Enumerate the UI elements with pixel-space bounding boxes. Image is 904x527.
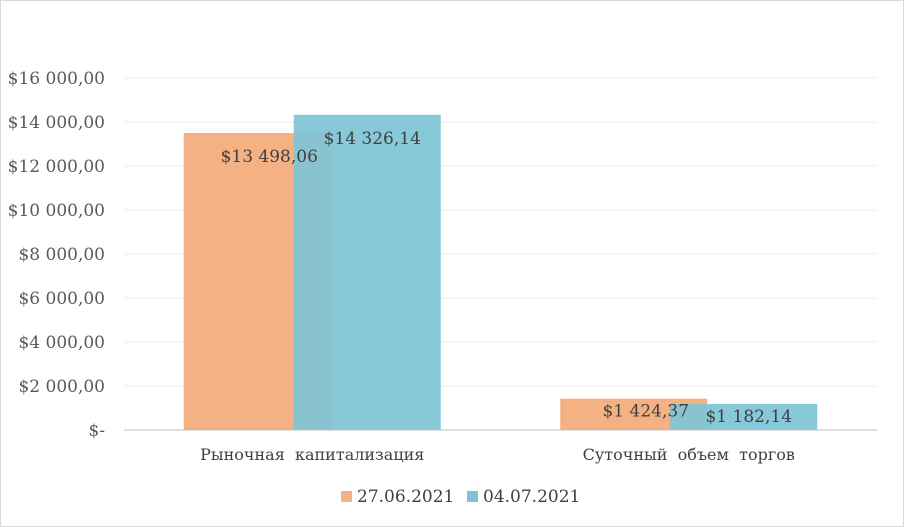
y-tick-label: $6 000,00	[18, 289, 105, 309]
x-category-label: Рыночная капитализация	[200, 445, 424, 464]
y-tick-label: $2 000,00	[18, 377, 105, 397]
y-tick-label: $16 000,00	[8, 69, 105, 89]
legend-swatch	[467, 491, 478, 502]
data-label: $1 424,37	[602, 402, 689, 422]
bar-series-2	[670, 403, 818, 430]
y-tick-label: $14 000,00	[8, 113, 105, 133]
y-tick-label: $-	[88, 421, 105, 441]
legend-label: 04.07.2021	[483, 487, 580, 507]
x-category-label: Суточный объем торгов	[583, 445, 795, 464]
data-label: $13 498,06	[221, 147, 318, 167]
legend-swatch	[341, 491, 352, 502]
bar-series-2	[293, 114, 441, 430]
data-label: $14 326,14	[324, 129, 421, 149]
legend-label: 27.06.2021	[357, 487, 454, 507]
y-tick-label: $12 000,00	[8, 157, 105, 177]
y-tick-label: $4 000,00	[18, 333, 105, 353]
y-tick-label: $8 000,00	[18, 245, 105, 265]
data-label: $1 182,14	[705, 407, 792, 427]
y-tick-label: $10 000,00	[8, 201, 105, 221]
